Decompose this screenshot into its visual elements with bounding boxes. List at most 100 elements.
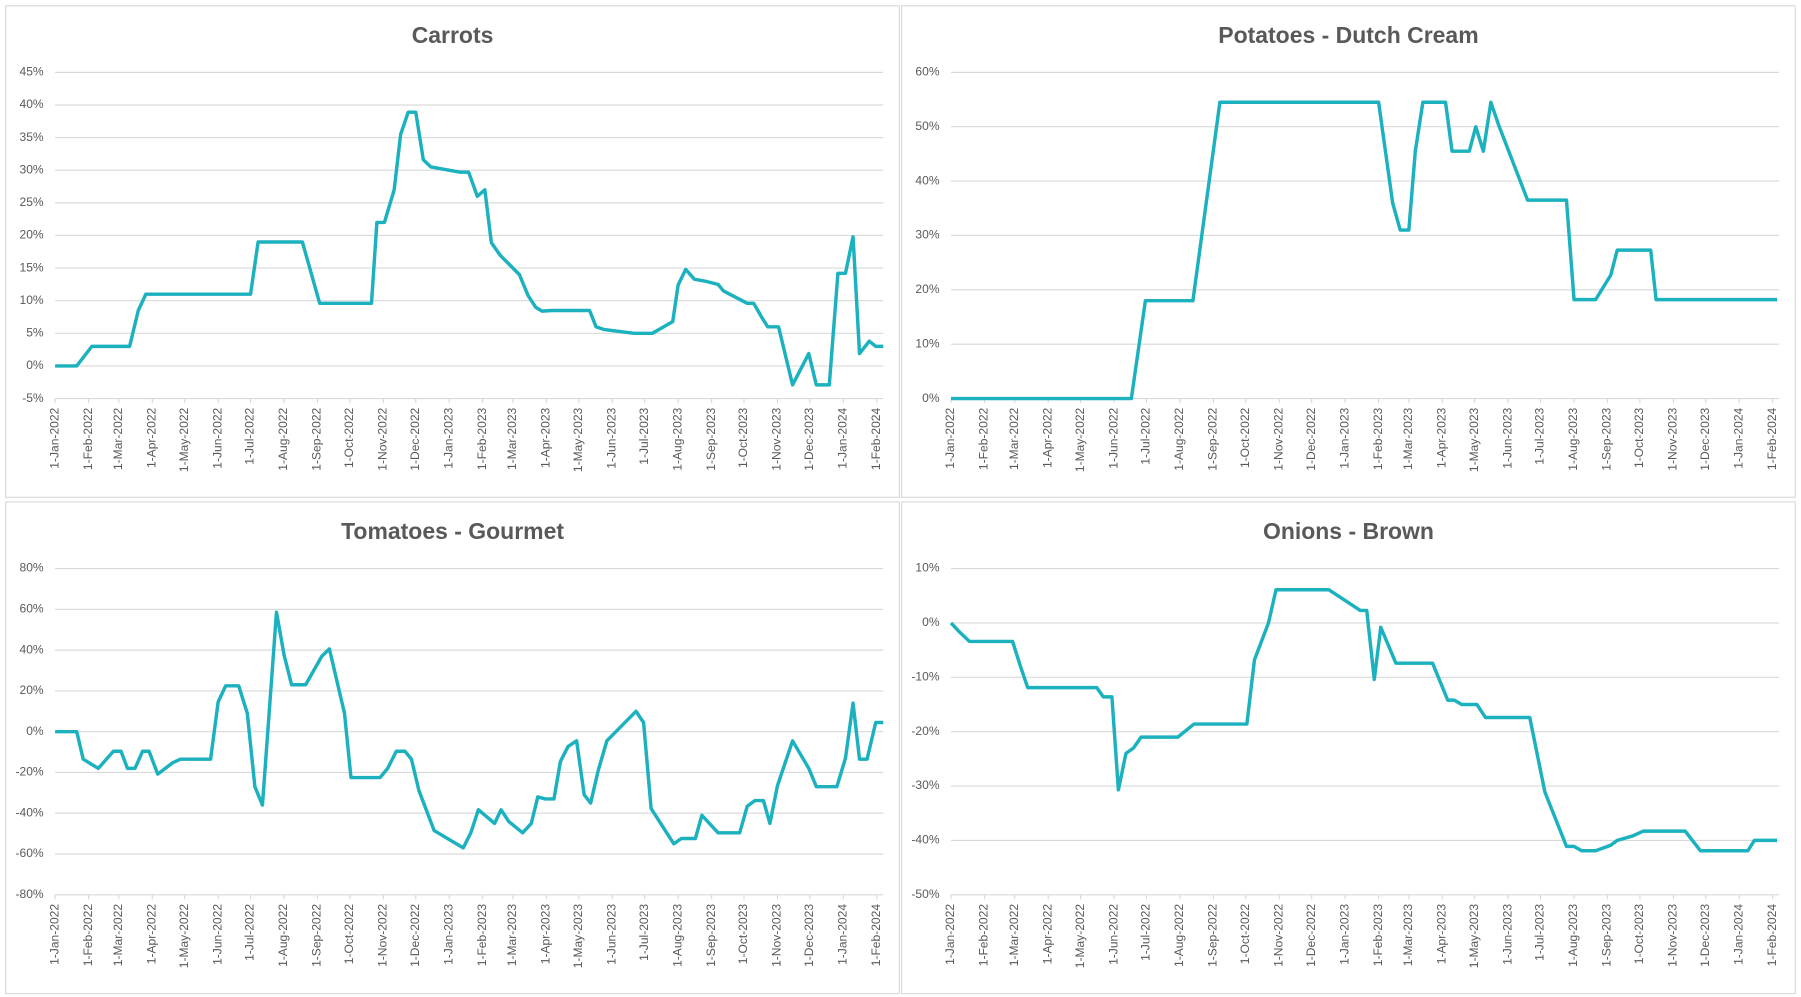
y-tick-label: 20% [20, 683, 44, 697]
x-tick-label: 1-Mar-2023 [1401, 407, 1415, 470]
x-tick-label: 1-Jun-2022 [210, 407, 224, 468]
x-tick-label: 1-Jun-2023 [604, 407, 618, 468]
x-tick-label: 1-Jul-2022 [243, 904, 257, 961]
y-tick-label: 20% [915, 282, 939, 296]
x-tick-label: 1-Feb-2022 [977, 407, 991, 470]
x-tick-label: 1-Feb-2024 [869, 407, 883, 470]
x-tick-label: 1-Jan-2024 [836, 904, 850, 965]
x-tick-label: 1-Dec-2022 [1304, 407, 1318, 470]
data-line [55, 610, 884, 850]
x-tick-label: 1-Oct-2023 [1632, 407, 1646, 468]
x-tick-label: 1-Jul-2023 [1533, 904, 1547, 961]
x-tick-label: 1-Oct-2023 [736, 904, 750, 965]
x-tick-label: 1-Nov-2023 [770, 407, 784, 470]
x-tick-label: 1-Feb-2023 [1371, 407, 1385, 470]
x-tick-label: 1-Aug-2022 [276, 407, 290, 470]
y-tick-label: 40% [20, 97, 44, 111]
x-tick-label: 1-Sep-2023 [1600, 904, 1614, 967]
y-tick-label: 30% [915, 228, 939, 242]
x-tick-label: 1-Jul-2022 [1139, 407, 1153, 464]
x-tick-label: 1-Mar-2022 [1007, 407, 1021, 470]
y-tick-label: -20% [911, 724, 939, 738]
x-tick-label: 1-Dec-2023 [1698, 407, 1712, 470]
x-tick-label: 1-Jan-2023 [441, 904, 455, 965]
x-tick-label: 1-Aug-2023 [1566, 904, 1580, 967]
x-tick-label: 1-Aug-2023 [670, 904, 684, 967]
x-tick-label: 1-Nov-2023 [770, 904, 784, 967]
x-tick-label: 1-Jan-2022 [943, 904, 957, 965]
x-tick-label: 1-Oct-2022 [1238, 407, 1252, 468]
x-tick-label: 1-Mar-2023 [1401, 904, 1415, 967]
x-tick-label: 1-Oct-2023 [736, 407, 750, 468]
y-tick-label: 25% [20, 195, 44, 209]
x-tick-label: 1-Oct-2023 [1632, 904, 1646, 965]
y-tick-label: -40% [16, 805, 44, 819]
x-tick-label: 1-Jul-2022 [1139, 904, 1153, 961]
x-tick-label: 1-Sep-2023 [704, 904, 718, 967]
chart-title: Onions - Brown [1263, 518, 1434, 544]
y-tick-label: -60% [16, 846, 44, 860]
x-tick-label: 1-May-2022 [177, 904, 191, 969]
x-tick-label: 1-Feb-2022 [81, 407, 95, 470]
x-tick-label: 1-Feb-2024 [1765, 904, 1779, 967]
x-tick-label: 1-Dec-2022 [408, 407, 422, 470]
x-tick-label: 1-Dec-2022 [1304, 904, 1318, 967]
x-tick-label: 1-Mar-2023 [505, 904, 519, 967]
y-tick-label: 0% [922, 391, 940, 405]
x-tick-label: 1-Sep-2023 [704, 407, 718, 470]
y-tick-label: -5% [22, 391, 44, 405]
x-tick-label: 1-May-2023 [571, 904, 585, 969]
x-tick-label: 1-Dec-2023 [1698, 904, 1712, 967]
y-tick-label: 10% [915, 561, 939, 575]
x-tick-label: 1-Nov-2022 [376, 407, 390, 470]
x-tick-label: 1-Dec-2023 [802, 407, 816, 470]
x-tick-label: 1-Oct-2022 [1238, 904, 1252, 965]
x-tick-label: 1-Mar-2022 [111, 407, 125, 470]
x-tick-label: 1-Sep-2023 [1600, 407, 1614, 470]
y-tick-label: 35% [20, 130, 44, 144]
y-tick-label: 10% [915, 336, 939, 350]
y-tick-label: -20% [16, 765, 44, 779]
x-tick-label: 1-Jan-2022 [47, 904, 61, 965]
y-tick-label: -30% [911, 778, 939, 792]
x-tick-label: 1-Apr-2022 [144, 407, 158, 468]
x-tick-label: 1-Nov-2022 [1271, 407, 1285, 470]
x-tick-label: 1-Mar-2022 [1007, 904, 1021, 967]
x-tick-label: 1-Sep-2022 [1206, 904, 1220, 967]
x-tick-label: 1-May-2023 [1467, 904, 1481, 969]
chart-title: Carrots [412, 22, 494, 48]
y-tick-label: 10% [20, 293, 44, 307]
x-tick-label: 1-Jan-2022 [47, 407, 61, 468]
data-line [55, 110, 884, 387]
x-tick-label: 1-Jan-2023 [1337, 407, 1351, 468]
x-tick-label: 1-May-2022 [1073, 407, 1087, 472]
y-tick-label: 40% [915, 173, 939, 187]
y-tick-label: 0% [922, 615, 940, 629]
x-tick-label: 1-Dec-2022 [408, 904, 422, 967]
panel [5, 501, 900, 995]
x-tick-label: 1-Apr-2022 [144, 904, 158, 965]
x-tick-label: 1-Jun-2022 [1106, 407, 1120, 468]
y-tick-label: 20% [20, 228, 44, 242]
x-tick-label: 1-Nov-2022 [1271, 904, 1285, 967]
x-tick-label: 1-Mar-2022 [111, 904, 125, 967]
x-tick-label: 1-Nov-2023 [1666, 904, 1680, 967]
y-tick-label: 5% [26, 326, 44, 340]
y-tick-label: 15% [20, 260, 44, 274]
y-tick-label: 60% [20, 602, 44, 616]
x-tick-label: 1-Sep-2022 [310, 407, 324, 470]
x-tick-label: 1-Aug-2023 [670, 407, 684, 470]
y-tick-label: -40% [911, 833, 939, 847]
x-tick-label: 1-Jul-2023 [1533, 407, 1547, 464]
y-tick-label: 0% [26, 724, 44, 738]
y-tick-label: 30% [20, 162, 44, 176]
chart-title: Tomatoes - Gourmet [341, 518, 564, 544]
x-tick-label: 1-Feb-2024 [869, 904, 883, 967]
x-tick-label: 1-Sep-2022 [1206, 407, 1220, 470]
x-tick-label: 1-Jan-2023 [1337, 904, 1351, 965]
x-tick-label: 1-May-2023 [571, 407, 585, 472]
y-tick-label: 80% [20, 561, 44, 575]
x-tick-label: 1-Apr-2023 [1434, 904, 1448, 965]
